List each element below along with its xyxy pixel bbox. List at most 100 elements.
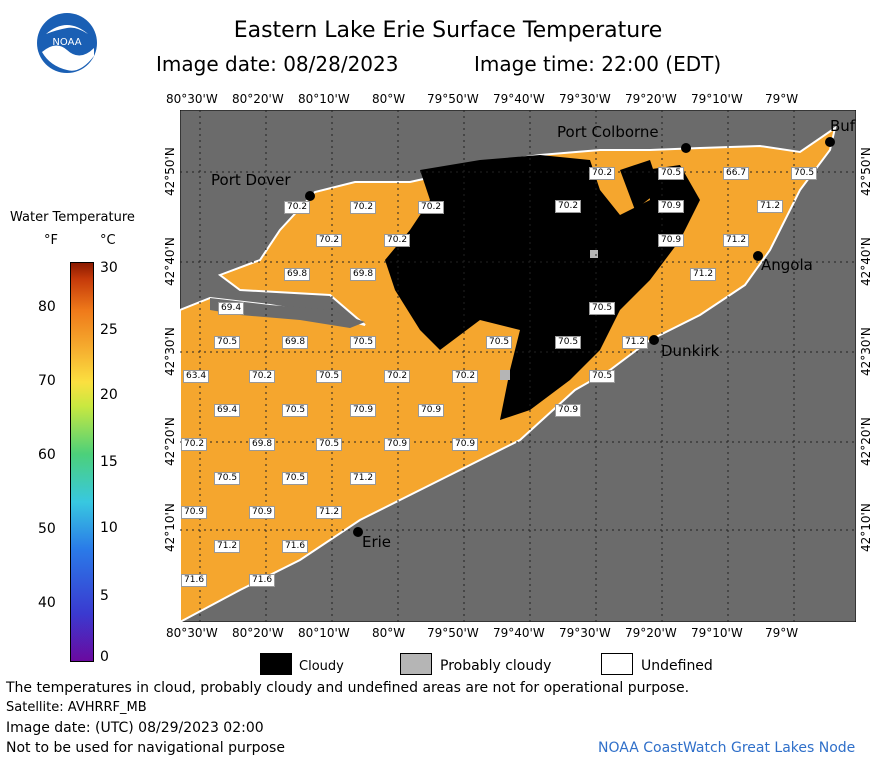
lon-label: 80°W <box>372 626 406 640</box>
temp-label: 69.8 <box>284 268 311 281</box>
temp-label: 70.5 <box>282 472 309 485</box>
colorbar-f-tick: 60 <box>38 447 56 463</box>
lon-label: 79°W <box>765 626 799 640</box>
lon-label: 80°10'W <box>298 626 350 640</box>
temp-label: 70.2 <box>589 167 616 180</box>
colorbar-title: Water Temperature <box>10 210 135 225</box>
temp-label: 70.9 <box>181 506 208 519</box>
colorbar <box>70 262 94 662</box>
temp-label: 70.9 <box>658 234 685 247</box>
image-time: Image time: 22:00 (EDT) <box>474 52 722 76</box>
page-title: Eastern Lake Erie Surface Temperature <box>233 18 663 43</box>
temp-label: 66.7 <box>723 167 750 180</box>
cloud-region <box>385 155 700 420</box>
temp-label: 70.5 <box>555 336 582 349</box>
colorbar-f-tick: 50 <box>38 521 56 537</box>
city-port-dover: Port Dover <box>211 171 291 189</box>
temp-label: 70.2 <box>384 370 411 383</box>
legend-undefined-swatch <box>601 653 633 675</box>
temp-label: 63.4 <box>183 370 210 383</box>
lon-label: 79°40'W <box>493 92 545 106</box>
nav-warning: Not to be used for navigational purpose <box>6 740 285 756</box>
temp-label: 70.5 <box>658 167 685 180</box>
lon-label: 80°30'W <box>166 92 218 106</box>
colorbar-unit-c: °C <box>100 233 116 248</box>
temp-label: 71.6 <box>249 574 276 587</box>
temp-label: 71.2 <box>316 506 343 519</box>
city-angola: Angola <box>761 256 813 274</box>
temp-label: 70.9 <box>249 506 276 519</box>
temp-label: 70.9 <box>418 404 445 417</box>
temp-label: 71.2 <box>757 200 784 213</box>
temp-label: 70.2 <box>181 438 208 451</box>
colorbar-c-tick: 5 <box>100 588 109 604</box>
temp-label: 69.8 <box>249 438 276 451</box>
lat-label: 42°40'N <box>859 237 873 286</box>
temp-label: 70.5 <box>589 370 616 383</box>
temp-label: 70.5 <box>486 336 513 349</box>
lon-label: 79°30'W <box>559 92 611 106</box>
temp-label: 71.2 <box>350 472 377 485</box>
lat-label: 42°30'N <box>859 327 873 376</box>
legend-undefined-label: Undefined <box>641 658 713 674</box>
lat-label: 42°10'N <box>163 503 177 552</box>
lat-label: 42°10'N <box>859 503 873 552</box>
lat-label: 42°40'N <box>163 237 177 286</box>
svg-text:NOAA: NOAA <box>52 37 81 48</box>
lon-label: 79°10'W <box>691 92 743 106</box>
temp-label: 70.9 <box>350 404 377 417</box>
temp-label: 70.9 <box>658 200 685 213</box>
temp-label: 70.9 <box>555 404 582 417</box>
temp-label: 70.2 <box>384 234 411 247</box>
temp-label: 71.6 <box>282 540 309 553</box>
colorbar-c-tick: 0 <box>100 649 109 665</box>
colorbar-c-tick: 30 <box>100 260 118 276</box>
temp-label: 70.5 <box>214 336 241 349</box>
lat-label: 42°20'N <box>163 417 177 466</box>
temp-label: 70.2 <box>418 201 445 214</box>
colorbar-f-tick: 80 <box>38 299 56 315</box>
lon-label: 79°30'W <box>559 626 611 640</box>
credit: NOAA CoastWatch Great Lakes Node <box>598 740 856 756</box>
lat-label: 42°20'N <box>859 417 873 466</box>
image-date: Image date: 08/28/2023 <box>156 52 399 76</box>
temp-label: 70.5 <box>791 167 818 180</box>
legend-cloudy-label: Cloudy <box>299 659 344 674</box>
noaa-logo: NOAA <box>36 12 98 74</box>
satellite: Satellite: AVHRRF_MB <box>6 700 147 715</box>
temp-label: 71.2 <box>690 268 717 281</box>
temp-label: 69.8 <box>350 268 377 281</box>
lon-label: 79°20'W <box>625 92 677 106</box>
temp-label: 70.2 <box>452 370 479 383</box>
city-dunkirk: Dunkirk <box>661 342 720 360</box>
lat-label: 42°50'N <box>859 147 873 196</box>
temp-label: 71.6 <box>181 574 208 587</box>
colorbar-c-tick: 15 <box>100 454 118 470</box>
colorbar-f-tick: 70 <box>38 373 56 389</box>
city-buffalo: Buf <box>830 117 856 135</box>
temp-label: 70.5 <box>316 438 343 451</box>
temp-label: 69.4 <box>214 404 241 417</box>
colorbar-c-tick: 25 <box>100 322 118 338</box>
colorbar-c-tick: 20 <box>100 387 118 403</box>
temp-label: 70.2 <box>350 201 377 214</box>
temp-label: 70.5 <box>350 336 377 349</box>
lat-label: 42°50'N <box>163 147 177 196</box>
temp-label: 70.2 <box>316 234 343 247</box>
lon-label: 80°10'W <box>298 92 350 106</box>
temp-label: 69.8 <box>282 336 309 349</box>
lon-label: 79°20'W <box>625 626 677 640</box>
temp-label: 70.2 <box>249 370 276 383</box>
temp-label: 70.5 <box>316 370 343 383</box>
lon-label: 80°30'W <box>166 626 218 640</box>
disclaimer: The temperatures in cloud, probably clou… <box>6 680 690 696</box>
temp-label: 70.9 <box>384 438 411 451</box>
temp-label: 70.2 <box>555 200 582 213</box>
lon-label: 79°50'W <box>427 626 479 640</box>
temp-label: 70.5 <box>589 302 616 315</box>
lon-label: 80°W <box>372 92 406 106</box>
lon-label: 79°W <box>765 92 799 106</box>
lon-label: 79°40'W <box>493 626 545 640</box>
temp-label: 70.9 <box>452 438 479 451</box>
legend-cloudy-swatch <box>260 653 292 675</box>
